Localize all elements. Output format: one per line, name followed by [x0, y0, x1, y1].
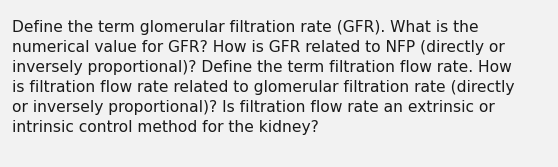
Text: Define the term glomerular filtration rate (GFR). What is the
numerical value fo: Define the term glomerular filtration ra… — [12, 20, 515, 135]
